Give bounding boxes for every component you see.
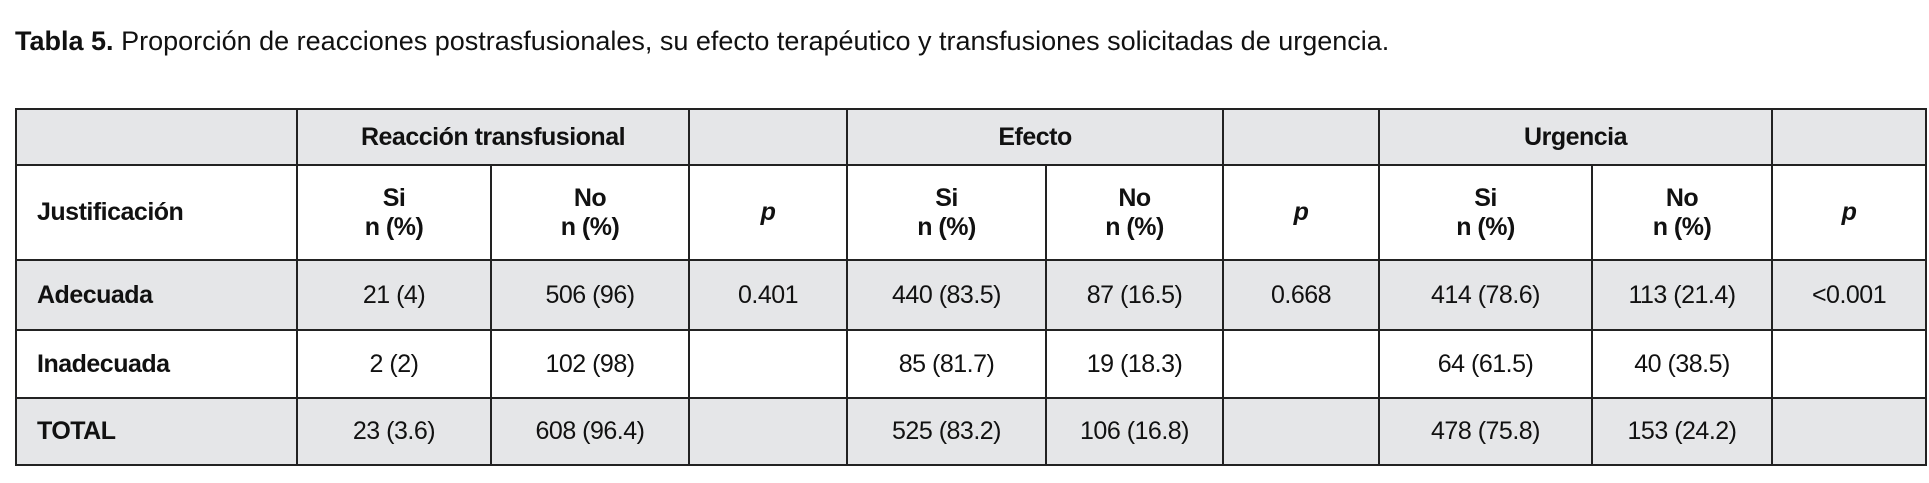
empty-cell [1771,397,1928,466]
row-label: Adecuada [15,259,298,331]
column-header: No n (%) [1591,164,1774,261]
column-label: p [1293,198,1309,226]
column-header: p [688,164,849,261]
column-header: Si n (%) [846,164,1048,261]
column-unit: n (%) [917,212,976,241]
empty-cell [1771,329,1928,399]
cell: 440 (83.5) [846,259,1048,331]
group-header: Reacción transfusional [295,108,691,166]
cell: 414 (78.6) [1378,259,1594,331]
column-header: Si n (%) [296,164,492,261]
column-unit: n (%) [1456,212,1515,241]
empty-cell [688,329,849,399]
row-header: Justificación [15,164,298,261]
column-header: Si n (%) [1378,164,1594,261]
column-unit: n (%) [560,212,620,241]
cell: 106 (16.8) [1045,397,1225,466]
column-unit: n (%) [1652,212,1712,241]
group-header: Efecto [846,108,1225,166]
cell: 153 (24.2) [1591,397,1774,466]
column-label: Si [935,183,958,212]
cell: 0.668 [1222,259,1381,331]
column-header: No n (%) [1045,164,1225,261]
column-unit: n (%) [1105,212,1164,241]
cell: 102 (98) [489,329,691,399]
caption-label: Tabla 5. [15,26,114,56]
cell: <0.001 [1771,259,1928,331]
data-table: Reacción transfusional Efecto Urgencia Just… [15,108,1928,466]
data-row: Adecuada 21 (4) 506 (96) 0.401 440 (83.5) 87 … [15,259,1928,331]
cell: 21 (4) [296,259,492,331]
data-row: TOTAL 23 (3.6) 608 (96.4) 525 (83.2) 106 (16… [15,397,1928,466]
header-row: Justificación Si n (%) No n (%) p Si n (%) No n (… [15,164,1928,261]
group-header: Urgencia [1378,108,1774,166]
caption: Tabla 5. Proporción de reacciones postra… [15,26,1389,57]
empty-cell [15,108,298,166]
row-label: TOTAL [15,397,298,466]
column-label: No [1118,183,1151,212]
cell: 525 (83.2) [846,397,1048,466]
cell: 19 (18.3) [1045,329,1225,399]
empty-cell [1222,397,1381,466]
cell: 113 (21.4) [1591,259,1774,331]
column-header: p [1771,164,1928,261]
cell: 0.401 [688,259,849,331]
column-header: p [1222,164,1381,261]
header-row: Reacción transfusional Efecto Urgencia [15,108,1928,166]
column-label: No [1665,183,1699,212]
column-label: No [573,183,607,212]
empty-cell [1222,108,1381,166]
column-label: p [1841,198,1857,226]
empty-cell [1222,329,1381,399]
empty-cell [1771,108,1928,166]
row-label: Inadecuada [15,329,298,399]
cell: 40 (38.5) [1591,329,1774,399]
empty-cell [688,108,849,166]
cell: 87 (16.5) [1045,259,1225,331]
cell: 23 (3.6) [296,397,492,466]
cell: 85 (81.7) [846,329,1048,399]
cell: 2 (2) [296,329,492,399]
cell: 64 (61.5) [1378,329,1594,399]
column-label: Si [382,183,406,212]
column-unit: n (%) [364,212,424,241]
empty-cell [688,397,849,466]
cell: 608 (96.4) [489,397,691,466]
data-row: Inadecuada 2 (2) 102 (98) 85 (81.7) 19 (18.3… [15,329,1928,399]
column-header: No n (%) [489,164,691,261]
cell: 478 (75.8) [1378,397,1594,466]
cell: 506 (96) [489,259,691,331]
column-label: p [760,198,776,226]
column-label: Si [1474,183,1497,212]
caption-text: Proporción de reacciones postrasfusional… [121,26,1390,56]
